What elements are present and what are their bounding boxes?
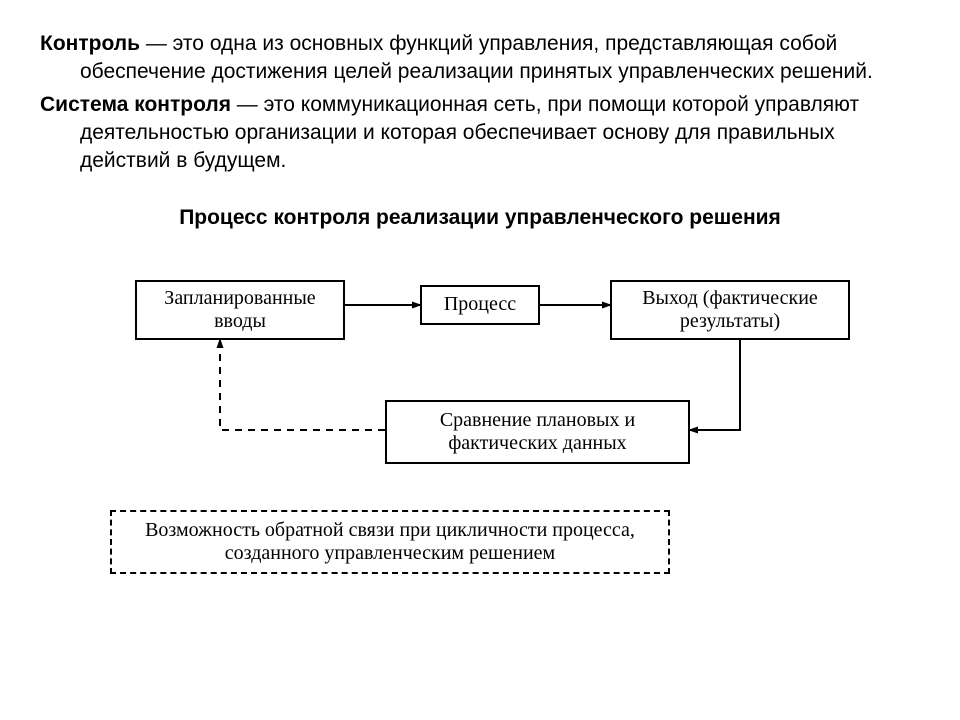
term-control: Контроль (40, 32, 140, 55)
flowchart-node-n1: Запланированные вводы (135, 280, 345, 340)
flowchart-edge-e4 (220, 340, 385, 430)
term-control-rest: — это одна из основных функций управлени… (80, 32, 873, 83)
flowchart-node-n3: Выход (фактические результаты) (610, 280, 850, 340)
term-system: Система контроля (40, 93, 231, 116)
diagram-heading: Процесс контроля реализации управленческ… (40, 206, 920, 230)
flowchart-node-n5: Возможность обратной связи при цикличнос… (110, 510, 670, 574)
flowchart-node-n4: Сравнение плановых и фактических данных (385, 400, 690, 464)
flowchart-edge-e3 (690, 340, 740, 430)
paragraph-system: Система контроля — это коммуникационная … (40, 91, 920, 176)
paragraph-control: Контроль — это одна из основных функций … (40, 30, 920, 87)
flowchart-diagram: Запланированные вводы Процесс Выход (факти… (40, 230, 920, 600)
flowchart-node-n2: Процесс (420, 285, 540, 325)
